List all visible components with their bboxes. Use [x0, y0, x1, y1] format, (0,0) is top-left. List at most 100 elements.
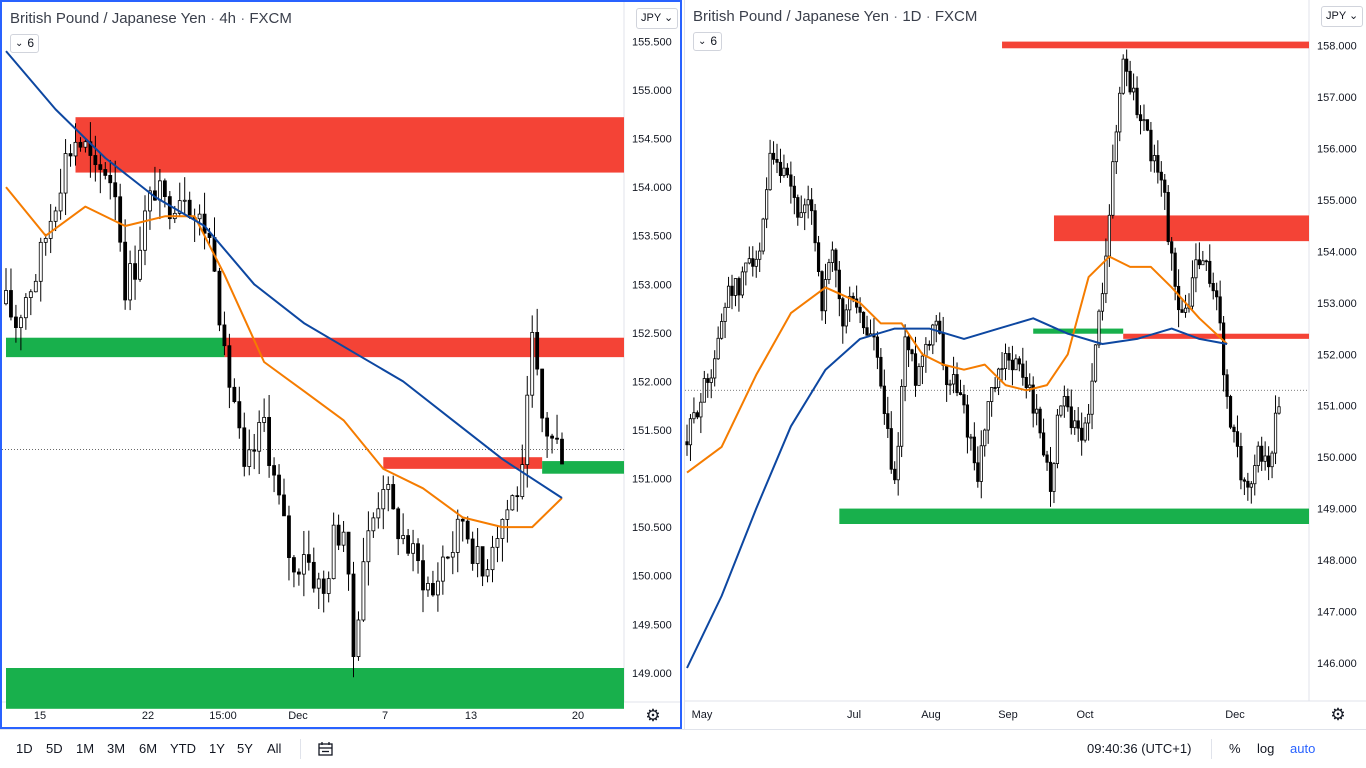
candle-body	[1055, 414, 1060, 464]
currency-button[interactable]: JPY ⌄	[636, 8, 679, 29]
candle-body	[1097, 310, 1101, 346]
candle-body	[1000, 368, 1004, 371]
candle-body	[813, 210, 817, 244]
range-1m-button[interactable]: 1M	[76, 741, 95, 756]
gear-icon[interactable]: ⚙	[645, 706, 661, 725]
candle-body	[227, 345, 232, 388]
price-tick-label: 155.000	[1317, 195, 1357, 207]
candle-body	[1273, 412, 1278, 454]
candle-body	[361, 561, 366, 621]
candle-body	[435, 580, 440, 596]
range-ytd-button[interactable]: YTD	[170, 741, 196, 756]
candle-body	[720, 321, 724, 339]
candle-body	[450, 552, 455, 558]
candle-body	[709, 377, 713, 383]
price-tick-label: 157.000	[1317, 92, 1357, 104]
chart-pane-4h[interactable]: 155.500 155.000 154.500 154.000 153.500 153.0…	[0, 0, 682, 729]
candle-body	[83, 141, 88, 148]
candle-body	[855, 298, 859, 308]
candle-body	[1111, 161, 1115, 216]
candle-body	[321, 578, 326, 594]
candle-body	[202, 213, 207, 234]
supply-zone-1	[224, 337, 624, 358]
date-range-icon[interactable]	[317, 741, 335, 758]
indicators-collapse-button[interactable]: ⌄ 6	[693, 32, 723, 51]
auto-scale-toggle[interactable]: auto	[1290, 741, 1316, 756]
candle-body	[1156, 155, 1160, 173]
candle-body	[1114, 131, 1118, 163]
price-tick-label: 155.000	[632, 85, 672, 97]
candle-body	[938, 320, 942, 334]
price-tick-label: 149.000	[632, 668, 672, 680]
candle-body	[906, 336, 911, 351]
range-5y-button[interactable]: 5Y	[237, 741, 253, 756]
price-tick-label: 154.000	[1317, 246, 1357, 258]
chart-pane-1d[interactable]: 158.000 157.000 156.000 155.000 154.000 153.0…	[684, 0, 1366, 729]
chart-canvas-4h[interactable]: 155.500 155.000 154.500 154.000 153.500 153.0…	[2, 2, 680, 727]
candle-body	[14, 316, 18, 328]
candle-body	[465, 520, 470, 540]
candle-body	[875, 336, 880, 358]
clock-readout[interactable]: 09:40:36 (UTC+1)	[1087, 741, 1192, 756]
candle-body	[1080, 427, 1084, 441]
ma-fast-line	[5, 186, 563, 529]
range-1y-button[interactable]: 1Y	[209, 741, 225, 756]
chart-title: British Pound / Japanese Yen · 1D · FXCM	[693, 8, 978, 25]
chart-canvas-1d[interactable]: 158.000 157.000 156.000 155.000 154.000 153.0…	[685, 0, 1366, 729]
candle-body	[406, 535, 411, 554]
candle-body	[886, 413, 890, 429]
candle-body	[1118, 92, 1122, 133]
range-5d-button[interactable]: 5D	[46, 741, 63, 756]
range-3m-button[interactable]: 3M	[107, 741, 126, 756]
candle-body	[242, 427, 247, 467]
candle-body	[1142, 119, 1146, 122]
candle-body	[1232, 426, 1236, 433]
source-label: FXCM	[934, 8, 978, 25]
candle-body	[1038, 408, 1042, 434]
range-all-button[interactable]: All	[267, 741, 282, 756]
candle-body	[848, 295, 852, 311]
candle-body	[520, 464, 525, 498]
candle-body	[391, 484, 396, 510]
price-tick-label: 149.000	[1317, 504, 1357, 516]
range-1d-button[interactable]: 1D	[16, 741, 33, 756]
candle-body	[969, 436, 973, 439]
candle-body	[401, 535, 406, 540]
candle-body	[972, 436, 976, 464]
candle-body	[356, 619, 361, 658]
currency-button[interactable]: JPY ⌄	[1321, 6, 1364, 27]
candle-body	[43, 238, 48, 243]
indicators-collapse-button[interactable]: ⌄ 6	[10, 34, 40, 53]
candle-body	[889, 428, 893, 470]
candle-body	[4, 290, 8, 305]
candle-body	[1090, 380, 1094, 415]
percent-scale-toggle[interactable]: %	[1229, 741, 1241, 756]
candle-body	[371, 517, 376, 532]
supply-zone-0	[75, 117, 624, 173]
candle-body	[1073, 420, 1077, 429]
price-tick-label: 148.000	[1317, 555, 1357, 567]
time-tick-label: Jul	[847, 709, 861, 721]
candle-body	[445, 556, 450, 559]
candle-body	[505, 509, 510, 520]
candle-body	[1228, 396, 1233, 428]
candle-body	[1128, 70, 1132, 93]
candle-body	[272, 465, 276, 476]
candle-body	[1235, 431, 1240, 447]
gear-icon[interactable]: ⚙	[1330, 705, 1346, 724]
candle-body	[1048, 461, 1053, 492]
price-tick-label: 153.000	[1317, 298, 1357, 310]
candle-body	[18, 317, 23, 328]
candle-body	[1017, 358, 1021, 365]
range-6m-button[interactable]: 6M	[139, 741, 158, 756]
chevron-down-icon: ⌄	[664, 12, 674, 24]
log-scale-toggle[interactable]: log	[1257, 741, 1275, 756]
candle-body	[1104, 255, 1108, 295]
candle-body	[485, 569, 490, 577]
candle-body	[931, 324, 935, 346]
time-tick-label: May	[692, 709, 713, 721]
candle-body	[737, 278, 741, 296]
time-tick-label: 20	[572, 710, 584, 722]
candle-body	[33, 280, 38, 293]
candle-body	[789, 174, 793, 187]
